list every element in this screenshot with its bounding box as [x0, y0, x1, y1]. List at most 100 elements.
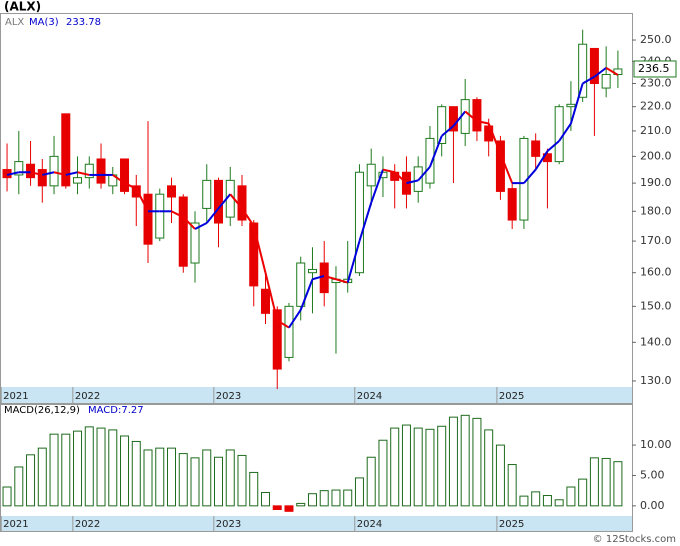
- candle-body: [14, 161, 24, 176]
- macd-bar: [460, 414, 470, 507]
- macd-bar: [178, 453, 188, 507]
- x-tick-label: 2022: [75, 519, 100, 530]
- macd-bar: [296, 502, 306, 507]
- macd-bar: [437, 425, 447, 507]
- macd-bar: [73, 430, 83, 507]
- ma-segment: [499, 153, 514, 184]
- candle-body: [37, 169, 47, 187]
- candle-body: [26, 163, 36, 179]
- ma-segment: [312, 275, 325, 281]
- candle-body: [354, 171, 364, 274]
- macd-bar: [448, 416, 458, 507]
- candle-body: [507, 188, 517, 221]
- ma-segment: [323, 275, 337, 281]
- ma-segment: [358, 202, 373, 242]
- candle-body: [307, 268, 317, 274]
- candle-body: [296, 262, 306, 307]
- ma-segment: [476, 120, 489, 125]
- ma-segment: [441, 125, 455, 137]
- ma-segment: [171, 210, 184, 219]
- y-tick-label: 130.0: [640, 374, 672, 387]
- candle-body: [49, 155, 59, 187]
- ma-segment: [569, 83, 584, 124]
- macd-bar: [319, 490, 329, 507]
- ma-segment: [6, 171, 20, 176]
- ma-segment: [429, 135, 443, 168]
- ma-segment: [252, 225, 267, 273]
- ma-segment: [605, 67, 619, 76]
- macd-bar: [120, 435, 130, 507]
- macd-bar: [507, 464, 517, 507]
- legend-ma-value: 233.78: [66, 17, 101, 28]
- macd-bar: [519, 495, 529, 507]
- candle-body: [190, 222, 200, 264]
- candle-body: [120, 158, 130, 192]
- y-tick-label: 200.0: [640, 149, 672, 162]
- candle-body: [167, 185, 177, 198]
- macd-bar: [213, 456, 223, 507]
- ma-segment: [276, 319, 290, 329]
- candle-body: [284, 305, 294, 358]
- y-tick-label: 230.0: [640, 77, 672, 90]
- y-tick-label: 210.0: [640, 124, 672, 137]
- candle-body: [472, 99, 482, 132]
- candle-body: [448, 106, 458, 132]
- x-tick-label: 2022: [75, 391, 100, 402]
- ma-segment: [264, 272, 279, 321]
- x-tick-label: 2024: [357, 391, 382, 402]
- candle-body: [155, 193, 165, 239]
- candle-body: [84, 163, 94, 179]
- candle-body: [178, 196, 188, 267]
- candle-body: [213, 179, 223, 224]
- candle-body: [272, 309, 282, 370]
- macd-bar: [531, 491, 541, 507]
- ma-segment: [65, 171, 78, 176]
- candle-body: [460, 99, 470, 134]
- macd-bar: [484, 429, 494, 507]
- candle-body: [566, 103, 576, 108]
- candle-body: [73, 177, 83, 184]
- ma-segment: [241, 207, 255, 227]
- x-tick-label: 2023: [216, 519, 241, 530]
- candle-body: [425, 137, 435, 184]
- x-tick-label: 2025: [499, 391, 524, 402]
- y-tick-label: 150.0: [640, 299, 672, 312]
- macd-bar: [542, 495, 552, 507]
- ma-segment: [452, 110, 466, 127]
- candle-body: [319, 262, 329, 294]
- macd-bar: [589, 457, 599, 507]
- macd-bar: [307, 493, 317, 507]
- ma-segment: [53, 171, 67, 176]
- macd-bar: [237, 454, 247, 507]
- macd-bar: [143, 449, 153, 507]
- macd-bar: [601, 457, 611, 507]
- ma-segment: [523, 168, 537, 184]
- x-tick-label: 2021: [3, 519, 28, 530]
- macd-bar: [272, 505, 282, 510]
- candle-body: [249, 222, 259, 287]
- ma-segment: [346, 240, 361, 283]
- candle-body: [401, 171, 411, 195]
- y-tick-label: 250.0: [640, 33, 672, 46]
- candle-body: [202, 179, 212, 209]
- ma-segment: [30, 171, 43, 176]
- macd-bar: [249, 471, 259, 507]
- ma-segment: [582, 75, 595, 85]
- macd-bar: [84, 426, 94, 507]
- macd-bar: [378, 439, 388, 507]
- macd-bar: [37, 447, 47, 507]
- x-tick-label: 2023: [216, 391, 241, 402]
- ma-segment: [464, 110, 478, 122]
- candle-body: [131, 185, 141, 198]
- ma-segment: [417, 166, 431, 182]
- macd-bar: [225, 449, 235, 507]
- macd-bar: [613, 461, 623, 507]
- x-tick-label: 2024: [357, 519, 382, 530]
- macd-bar: [401, 424, 411, 507]
- ma-segment: [370, 169, 384, 204]
- candle-body: [531, 140, 541, 157]
- candle-body: [601, 74, 611, 89]
- macd-bar: [202, 449, 212, 507]
- macd-bar: [366, 456, 376, 507]
- macd-bar: [495, 444, 505, 507]
